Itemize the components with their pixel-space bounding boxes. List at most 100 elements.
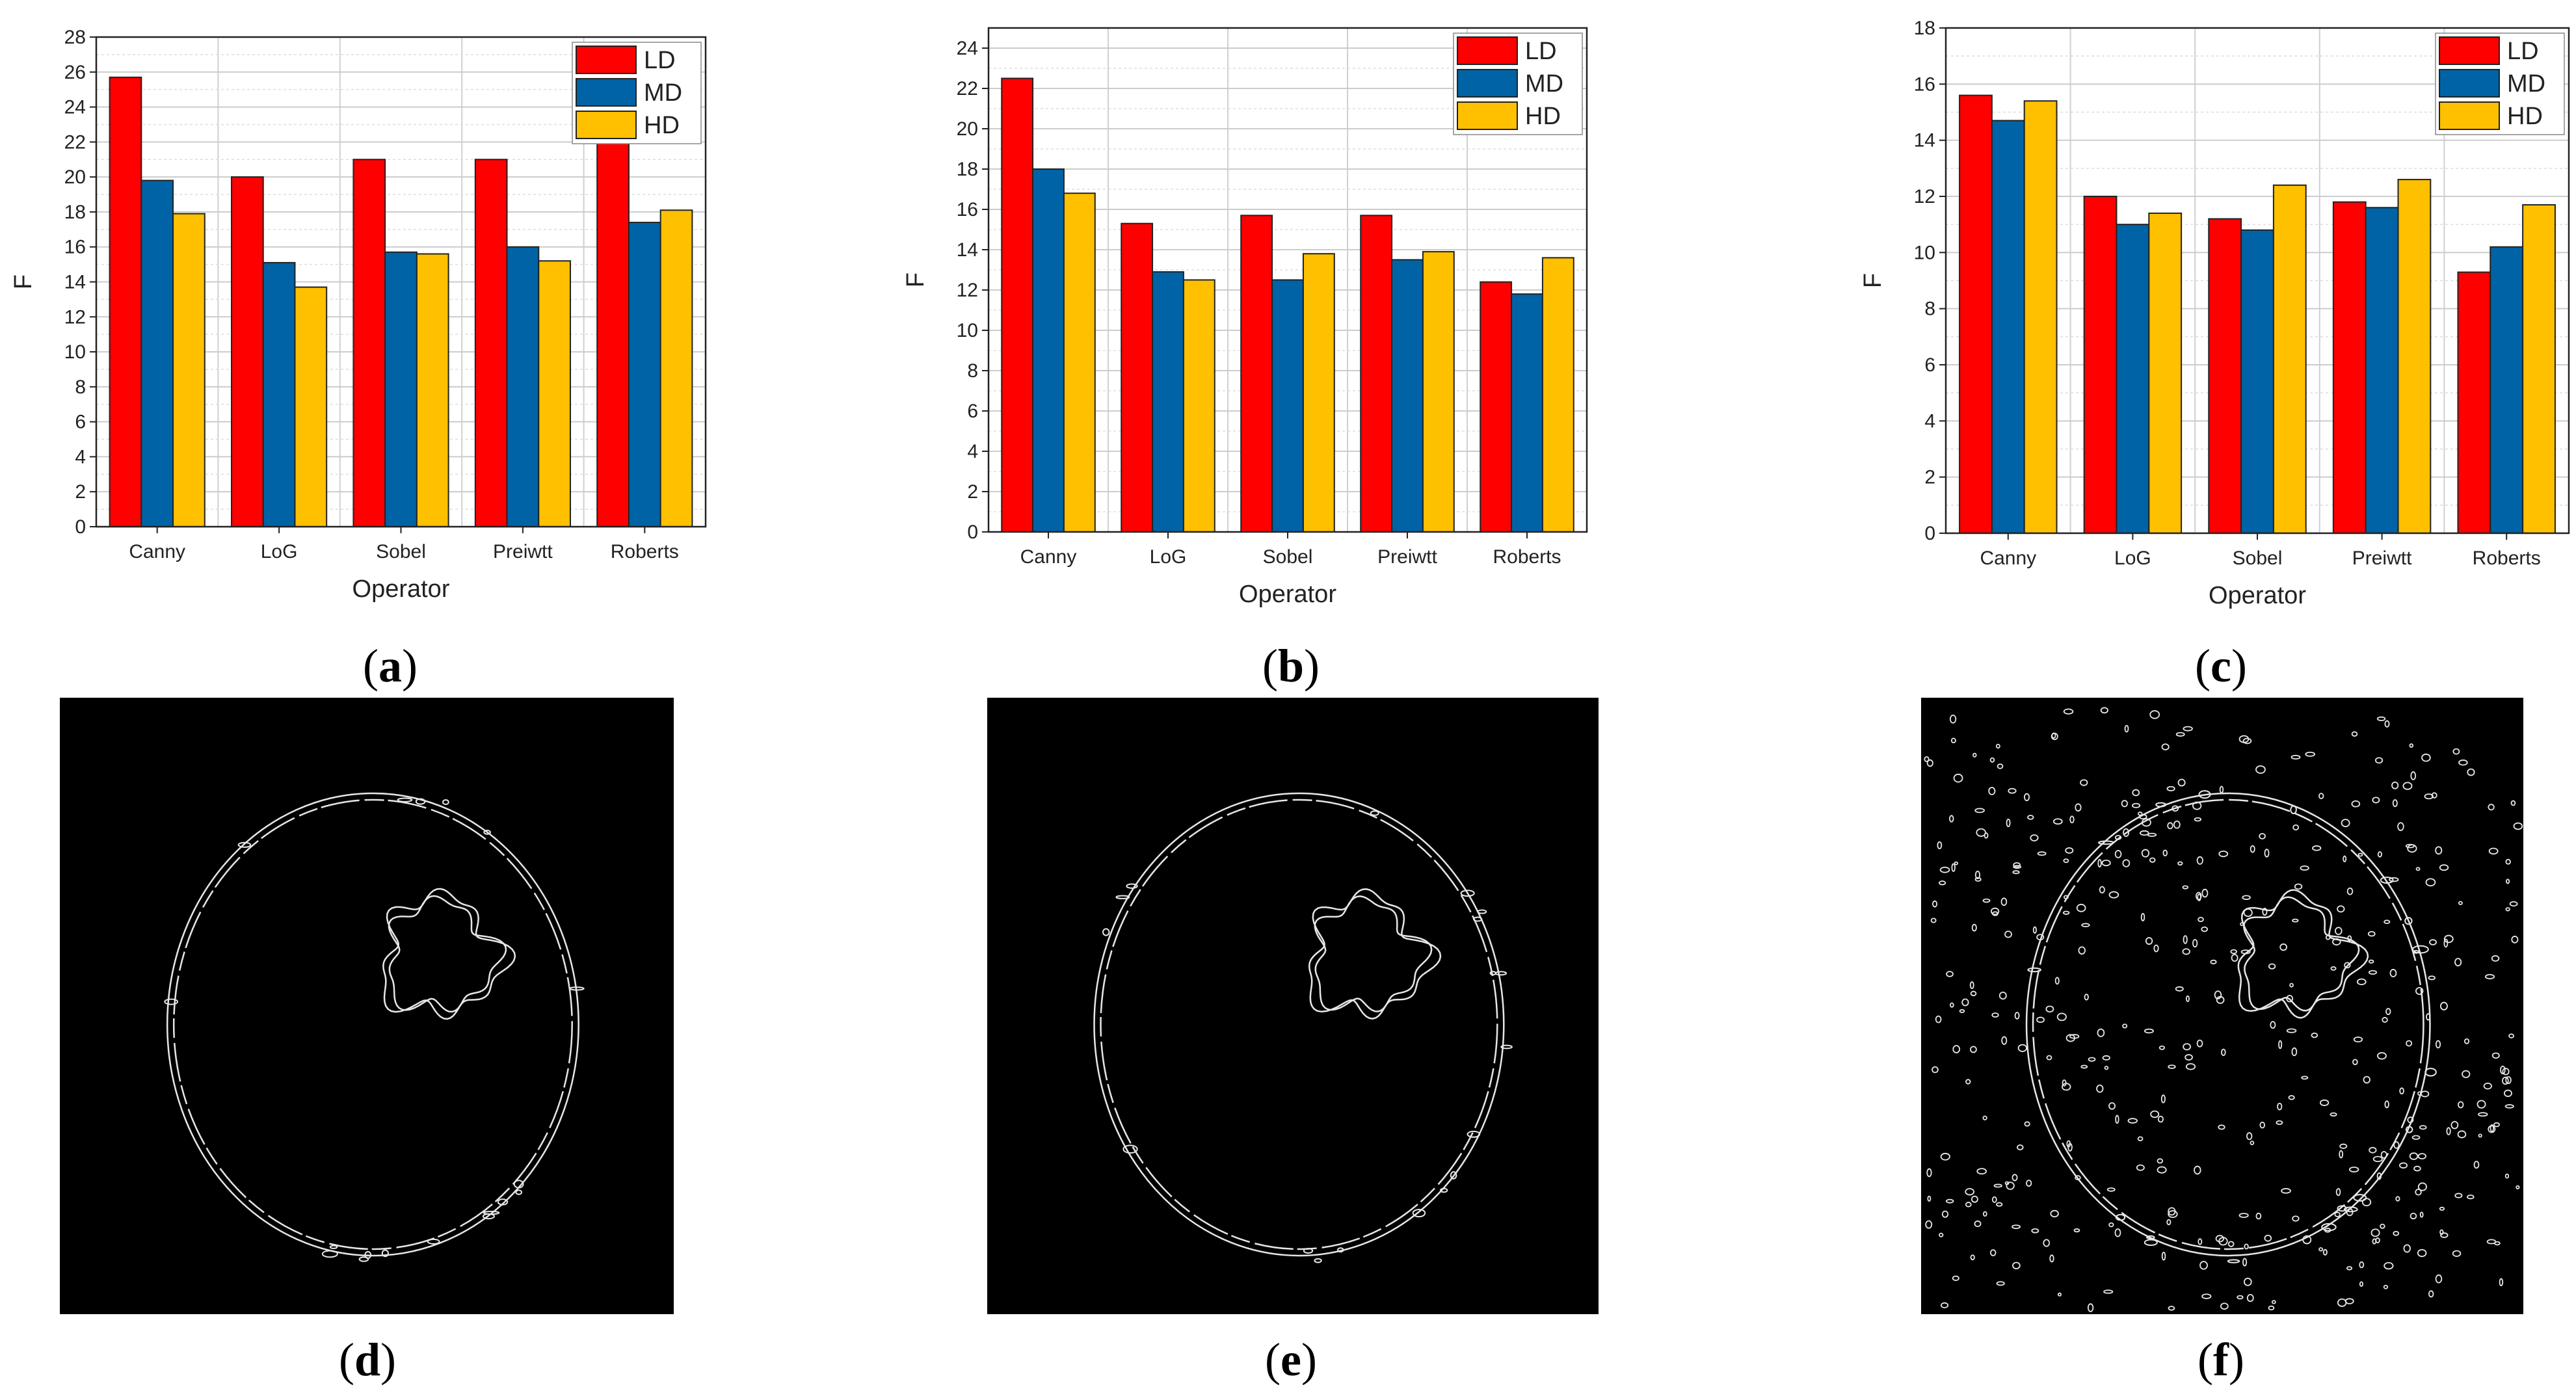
edge-artifact — [483, 830, 491, 835]
noise-speckle — [2397, 822, 2404, 831]
bar-LD-Sobel — [352, 159, 386, 527]
y-tick-label: 0 — [967, 522, 978, 543]
noise-speckle — [1991, 1196, 1997, 1203]
noise-speckle — [2141, 849, 2150, 858]
edge-artifact — [2337, 1205, 2347, 1212]
y-tick-label: 8 — [967, 360, 978, 382]
noise-speckle — [2114, 835, 2122, 840]
noise-speckle — [2330, 1112, 2337, 1117]
edge-artifact — [2411, 945, 2429, 954]
noise-speckle — [1989, 757, 1995, 763]
edge-artifact — [2198, 790, 2211, 799]
noise-speckle — [2415, 867, 2421, 871]
noise-speckle — [1998, 991, 2007, 1000]
noise-speckle — [2171, 805, 2179, 812]
bar-MD-Preiwtt — [1391, 259, 1424, 533]
noise-speckle — [2421, 753, 2431, 762]
noise-speckle — [2415, 987, 2424, 996]
noise-speckle — [2443, 938, 2449, 948]
noise-speckle — [2032, 926, 2037, 934]
bar-LD-Sobel — [2208, 218, 2242, 534]
edge-image-e — [987, 698, 1599, 1314]
noise-speckle — [2508, 1033, 2515, 1038]
noise-speckle — [2097, 1028, 2105, 1037]
noise-speckle — [2259, 833, 2266, 839]
noise-speckle — [2384, 720, 2390, 728]
noise-speckle — [2177, 861, 2183, 866]
noise-speckle — [2052, 818, 2063, 825]
noise-speckle — [2391, 781, 2399, 789]
noise-speckle — [2426, 1013, 2431, 1021]
edge-artifact — [1115, 895, 1130, 899]
noise-speckle — [1926, 1168, 1932, 1178]
noise-speckle — [2141, 818, 2151, 827]
inner-contour — [1314, 895, 1433, 1012]
edge-image-d — [60, 698, 674, 1314]
noise-speckle — [2301, 1076, 2309, 1080]
y-tick-label: 6 — [1924, 354, 1935, 376]
bar-LD-Sobel — [1240, 215, 1273, 533]
noise-speckle — [2346, 1208, 2354, 1217]
noise-speckle — [2012, 870, 2020, 875]
edge-artifact — [1472, 916, 1483, 922]
noise-speckle — [2343, 855, 2347, 862]
outer-contour — [2025, 792, 2431, 1257]
noise-speckle — [2458, 759, 2468, 766]
noise-speckle — [2244, 1243, 2249, 1250]
bar-LD-Roberts — [2457, 271, 2491, 534]
noise-speckle — [2114, 850, 2122, 858]
edge-artifact — [442, 799, 449, 805]
noise-speckle — [2075, 1175, 2081, 1181]
noise-speckle — [2399, 1162, 2408, 1169]
noise-speckle — [2262, 908, 2268, 916]
noise-speckle — [2073, 1228, 2080, 1233]
noise-speckle — [2104, 1066, 2109, 1070]
noise-speckle — [2183, 1043, 2192, 1051]
noise-speckle — [2210, 959, 2217, 964]
noise-speckle — [2230, 949, 2237, 955]
noise-speckle — [2294, 883, 2303, 890]
noise-speckle — [1950, 737, 1956, 744]
bar-MD-Sobel — [1271, 279, 1304, 533]
noise-speckle — [2463, 1038, 2470, 1044]
noise-speckle — [2376, 1052, 2387, 1060]
y-tick-label: 18 — [1914, 18, 1935, 39]
noise-speckle — [2510, 800, 2516, 806]
noise-speckle — [2361, 1198, 2372, 1207]
bar-MD-LoG — [2116, 224, 2150, 534]
bar-MD-Canny — [1032, 168, 1065, 533]
noise-speckle — [2201, 926, 2208, 932]
noise-speckle — [2424, 793, 2434, 800]
bar-MD-Canny — [1991, 120, 2025, 534]
noise-speckle — [2149, 857, 2156, 863]
noise-speckle — [2348, 1167, 2359, 1172]
noise-speckle — [2435, 1040, 2441, 1049]
noise-speckle — [1974, 870, 1981, 879]
noise-speckle — [1971, 923, 1977, 932]
noise-speckle — [1991, 911, 1998, 916]
noise-speckle — [2322, 1248, 2328, 1256]
noise-speckle — [2123, 828, 2130, 838]
edge-artifact — [2424, 1068, 2437, 1077]
noise-speckle — [2331, 938, 2341, 945]
panel-label-f: (f) — [2198, 1334, 2244, 1386]
noise-speckle — [2046, 1055, 2052, 1061]
noise-speckle — [2017, 1144, 2024, 1150]
edge-image-background — [1921, 698, 2523, 1314]
noise-speckle — [2493, 1241, 2501, 1246]
noise-speckle — [2255, 765, 2266, 774]
x-tick-label: Canny — [129, 541, 185, 562]
edge-artifact — [2098, 840, 2114, 845]
bar-HD-Preiwtt — [2397, 179, 2432, 535]
noise-speckle — [2153, 944, 2159, 953]
bar-MD-Sobel — [384, 251, 418, 527]
noise-speckle — [2330, 966, 2337, 971]
noise-speckle — [2383, 1284, 2389, 1289]
noise-speckle — [1937, 841, 1943, 849]
noise-speckle — [2078, 946, 2086, 955]
edge-artifact — [2146, 1235, 2155, 1239]
noise-speckle — [1974, 1220, 1982, 1228]
noise-speckle — [2276, 1120, 2283, 1126]
bar-LD-Canny — [1001, 77, 1034, 533]
noise-speckle — [1951, 863, 1956, 872]
